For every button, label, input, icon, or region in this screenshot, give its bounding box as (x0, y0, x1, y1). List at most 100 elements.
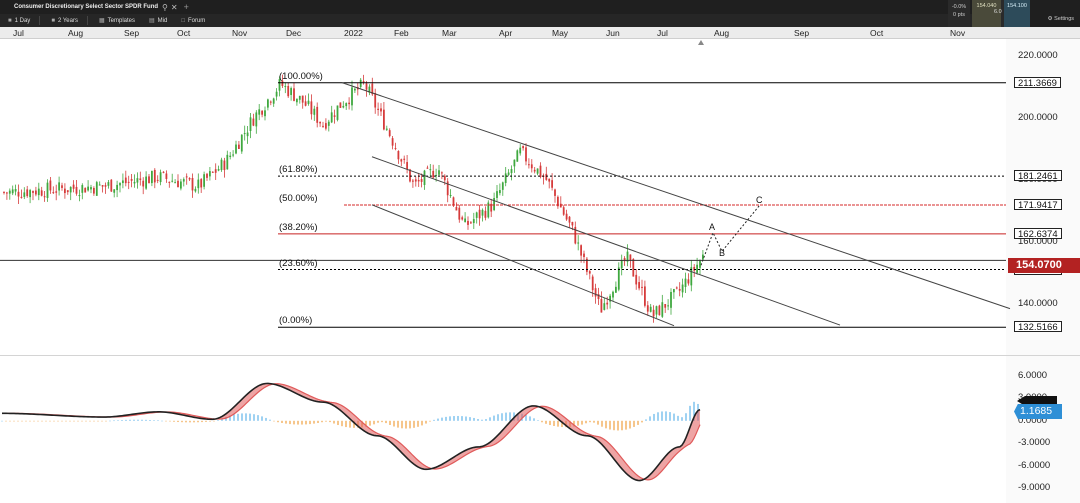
macd-histogram-bar (669, 412, 671, 421)
event-marker-icon[interactable] (698, 40, 704, 45)
candle-body (69, 186, 72, 193)
candle-body (702, 254, 704, 260)
candle-body (116, 184, 118, 191)
range-label: 2 Years (57, 17, 78, 24)
panel-divider[interactable] (0, 355, 1080, 356)
candle-body (414, 179, 417, 182)
forum-button[interactable]: □ Forum (175, 15, 211, 26)
macd-histogram-bar (221, 418, 223, 421)
candle-body (559, 203, 562, 208)
candle-body (8, 190, 11, 194)
candle-body (464, 218, 466, 223)
macd-histogram-bar (185, 420, 187, 423)
macd-histogram-bar (105, 420, 107, 422)
candle-body (281, 80, 284, 86)
macd-fill (2, 383, 700, 481)
close-icon[interactable]: ✕ (170, 2, 178, 12)
macd-histogram-bar (409, 420, 411, 429)
candle-body (191, 178, 194, 191)
macd-group (1, 382, 701, 482)
candle-body (536, 168, 539, 174)
macd-histogram-bar (605, 420, 607, 429)
candle-body (17, 191, 20, 197)
candle-body (519, 147, 522, 154)
candle-body (293, 88, 295, 101)
candle-body (327, 121, 330, 126)
candle-body (348, 102, 350, 105)
interval-button[interactable]: ■ 1 Day (2, 15, 36, 26)
candle-body (136, 178, 139, 183)
candle-body (458, 207, 461, 220)
macd-histogram-bar (213, 420, 215, 422)
candle-body (61, 185, 63, 188)
fib-level-label: (23.60%) (279, 257, 318, 269)
macd-histogram-bar (109, 420, 111, 422)
macd-histogram-bar (201, 420, 203, 423)
macd-histogram-bar (209, 420, 211, 422)
macd-histogram-bar (293, 420, 295, 425)
macd-histogram-bar (625, 420, 627, 430)
search-icon[interactable]: ⚲ (162, 2, 168, 12)
macd-histogram-bar (101, 420, 103, 422)
candle-body (46, 182, 49, 198)
candle-body (6, 192, 8, 194)
macd-value-badge[interactable]: 1.1685 (1014, 404, 1062, 419)
candle-body (200, 179, 203, 188)
month-tick-label: Jul (13, 28, 24, 38)
price-tick-label: 220.0000 (1018, 50, 1058, 61)
buy-price-button[interactable]: 154.100 (1004, 0, 1030, 27)
macd-line (1, 382, 701, 482)
macd-histogram-bar (381, 420, 383, 423)
candle-body (139, 178, 142, 180)
candle-body (313, 108, 316, 115)
macd-histogram-bar (309, 420, 311, 425)
templates-button[interactable]: ▦ Templates (93, 15, 141, 26)
macd-histogram-bar (685, 413, 687, 421)
candle-body (467, 220, 469, 225)
candle-body (264, 110, 266, 117)
month-tick-label: Oct (870, 28, 884, 38)
settings-button[interactable]: ⚙ Settings (1030, 0, 1080, 27)
candle-body (510, 169, 513, 174)
candle-body (461, 217, 464, 220)
macd-histogram-bar (145, 419, 147, 421)
macd-histogram-bar (489, 417, 491, 421)
macd-histogram-bar (589, 420, 591, 423)
macd-histogram-bar (549, 420, 551, 426)
macd-histogram-bar (469, 417, 471, 421)
change-points: 0 pts (953, 12, 965, 18)
month-tick-label: Sep (794, 28, 810, 38)
macd-histogram-bar (333, 420, 335, 424)
sell-price-button[interactable]: 154.040 (972, 0, 1001, 27)
candle-body (278, 79, 281, 91)
candle-body (133, 181, 136, 184)
candle-body (649, 306, 652, 312)
macd-histogram-bar (165, 420, 167, 422)
price-type-button[interactable]: ▤ Mid (143, 15, 173, 26)
candle-body (470, 222, 472, 224)
macd-histogram-bar (289, 420, 291, 425)
candle-body (249, 117, 252, 131)
macd-histogram-bar (325, 420, 327, 422)
candle-body (525, 147, 527, 162)
macd-histogram-bar (225, 416, 227, 421)
candle-body (528, 164, 530, 166)
macd-histogram-bar (53, 420, 55, 422)
current-price-badge[interactable]: 154.0700 (1008, 258, 1080, 273)
candle-body (394, 148, 397, 150)
candle-body (481, 209, 484, 216)
month-tick-label: Apr (499, 28, 513, 38)
macd-tick-label: -6.0000 (1018, 459, 1051, 471)
month-tick-label: Aug (68, 28, 84, 38)
macd-histogram-bar (133, 419, 135, 421)
month-tick-label: Jul (657, 28, 668, 38)
macd-histogram-bar (437, 418, 439, 421)
new-tab-button[interactable]: + (183, 2, 189, 12)
candle-body (220, 159, 223, 171)
range-button[interactable]: ■ 2 Years (45, 15, 84, 26)
macd-tick-label: 0.0000 (1018, 414, 1048, 426)
candle-body (591, 276, 594, 291)
macd-histogram-bar (9, 420, 11, 422)
candle-body (252, 118, 255, 126)
